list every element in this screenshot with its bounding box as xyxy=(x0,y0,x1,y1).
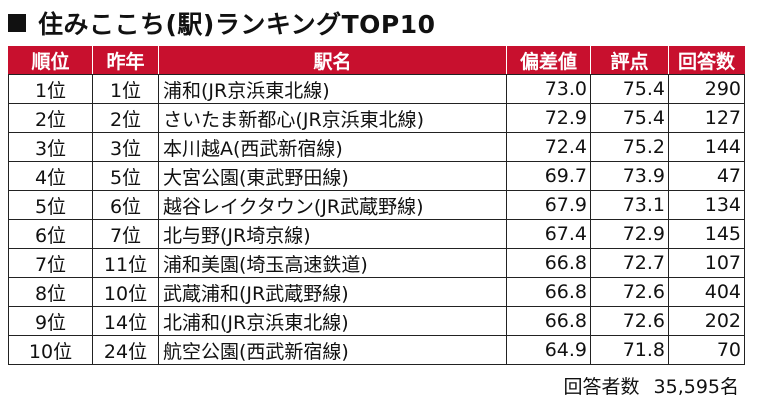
cell-rating: 75.4 xyxy=(590,74,669,104)
cell-prev: 1位 xyxy=(92,74,159,104)
page-title: 住みここち(駅)ランキングTOP10 xyxy=(38,10,436,39)
table-row: 1位 1位 浦和(JR京浜東北線) 73.0 75.4 290 xyxy=(8,74,745,104)
cell-rank: 2位 xyxy=(8,103,93,133)
cell-station: 浦和美園(埼玉高速鉄道) xyxy=(158,248,507,278)
square-bullet-icon xyxy=(8,14,26,32)
table-row: 10位 24位 航空公園(西武新宿線) 64.9 71.8 70 xyxy=(8,335,745,365)
header-count: 回答数 xyxy=(668,46,745,75)
cell-score: 64.9 xyxy=(506,335,591,365)
cell-count: 107 xyxy=(668,248,745,278)
cell-prev: 10位 xyxy=(92,277,159,307)
header-score: 偏差値 xyxy=(506,46,591,75)
cell-rank: 10位 xyxy=(8,335,93,365)
header-station: 駅名 xyxy=(158,46,507,75)
cell-rating: 73.9 xyxy=(590,161,669,191)
cell-prev: 7位 xyxy=(92,219,159,249)
table-row: 4位 5位 大宮公園(東武野田線) 69.7 73.9 47 xyxy=(8,161,745,191)
header-rating: 評点 xyxy=(590,46,669,75)
cell-score: 66.8 xyxy=(506,306,591,336)
cell-station: さいたま新都心(JR京浜東北線) xyxy=(158,103,507,133)
table-row: 9位 14位 北浦和(JR京浜東北線) 66.8 72.6 202 xyxy=(8,306,745,336)
table-row: 7位 11位 浦和美園(埼玉高速鉄道) 66.8 72.7 107 xyxy=(8,248,745,278)
cell-rank: 6位 xyxy=(8,219,93,249)
cell-rating: 72.6 xyxy=(590,306,669,336)
cell-station: 武蔵浦和(JR武蔵野線) xyxy=(158,277,507,307)
cell-station: 北与野(JR埼京線) xyxy=(158,219,507,249)
cell-station: 本川越A(西武新宿線) xyxy=(158,132,507,162)
cell-count: 145 xyxy=(668,219,745,249)
cell-station: 北浦和(JR京浜東北線) xyxy=(158,306,507,336)
table-row: 5位 6位 越谷レイクタウン(JR武蔵野線) 67.9 73.1 134 xyxy=(8,190,745,220)
cell-rating: 72.6 xyxy=(590,277,669,307)
cell-prev: 6位 xyxy=(92,190,159,220)
cell-rating: 71.8 xyxy=(590,335,669,365)
cell-station: 航空公園(西武新宿線) xyxy=(158,335,507,365)
cell-prev: 3位 xyxy=(92,132,159,162)
ranking-table: 順位 昨年 駅名 偏差値 評点 回答数 1位 1位 浦和(JR京浜東北線) 73.0 7… xyxy=(8,46,745,365)
respondent-label: 回答者数 xyxy=(563,376,640,398)
cell-count: 290 xyxy=(668,74,745,104)
cell-rank: 4位 xyxy=(8,161,93,191)
cell-score: 73.0 xyxy=(506,74,591,104)
cell-prev: 24位 xyxy=(92,335,159,365)
cell-score: 66.8 xyxy=(506,277,591,307)
cell-rating: 75.2 xyxy=(590,132,669,162)
cell-count: 47 xyxy=(668,161,745,191)
cell-score: 67.4 xyxy=(506,219,591,249)
cell-prev: 5位 xyxy=(92,161,159,191)
cell-score: 72.4 xyxy=(506,132,591,162)
cell-rating: 72.9 xyxy=(590,219,669,249)
title-row: 住みここち(駅)ランキングTOP10 xyxy=(8,6,436,40)
cell-rank: 9位 xyxy=(8,306,93,336)
table-body: 1位 1位 浦和(JR京浜東北線) 73.0 75.4 290 2位 2位 さいたま新都心(JR… xyxy=(8,74,745,365)
cell-score: 67.9 xyxy=(506,190,591,220)
cell-rank: 5位 xyxy=(8,190,93,220)
cell-score: 69.7 xyxy=(506,161,591,191)
cell-count: 144 xyxy=(668,132,745,162)
table-row: 8位 10位 武蔵浦和(JR武蔵野線) 66.8 72.6 404 xyxy=(8,277,745,307)
cell-station: 浦和(JR京浜東北線) xyxy=(158,74,507,104)
cell-rating: 75.4 xyxy=(590,103,669,133)
respondent-value: 35,595名 xyxy=(653,376,739,398)
cell-station: 大宮公園(東武野田線) xyxy=(158,161,507,191)
cell-rank: 1位 xyxy=(8,74,93,104)
cell-count: 127 xyxy=(668,103,745,133)
cell-rating: 72.7 xyxy=(590,248,669,278)
cell-count: 202 xyxy=(668,306,745,336)
table-row: 2位 2位 さいたま新都心(JR京浜東北線) 72.9 75.4 127 xyxy=(8,103,745,133)
header-row: 順位 昨年 駅名 偏差値 評点 回答数 xyxy=(8,46,745,75)
header-prev: 昨年 xyxy=(92,46,159,75)
cell-score: 72.9 xyxy=(506,103,591,133)
header-rank: 順位 xyxy=(8,46,93,75)
cell-count: 134 xyxy=(668,190,745,220)
respondent-total: 回答者数 35,595名 xyxy=(564,372,740,399)
cell-station: 越谷レイクタウン(JR武蔵野線) xyxy=(158,190,507,220)
cell-rating: 73.1 xyxy=(590,190,669,220)
cell-count: 70 xyxy=(668,335,745,365)
cell-rank: 8位 xyxy=(8,277,93,307)
table-header: 順位 昨年 駅名 偏差値 評点 回答数 xyxy=(8,46,745,75)
table-row: 6位 7位 北与野(JR埼京線) 67.4 72.9 145 xyxy=(8,219,745,249)
cell-prev: 14位 xyxy=(92,306,159,336)
cell-rank: 3位 xyxy=(8,132,93,162)
cell-prev: 2位 xyxy=(92,103,159,133)
cell-count: 404 xyxy=(668,277,745,307)
cell-rank: 7位 xyxy=(8,248,93,278)
cell-prev: 11位 xyxy=(92,248,159,278)
table-row: 3位 3位 本川越A(西武新宿線) 72.4 75.2 144 xyxy=(8,132,745,162)
cell-score: 66.8 xyxy=(506,248,591,278)
